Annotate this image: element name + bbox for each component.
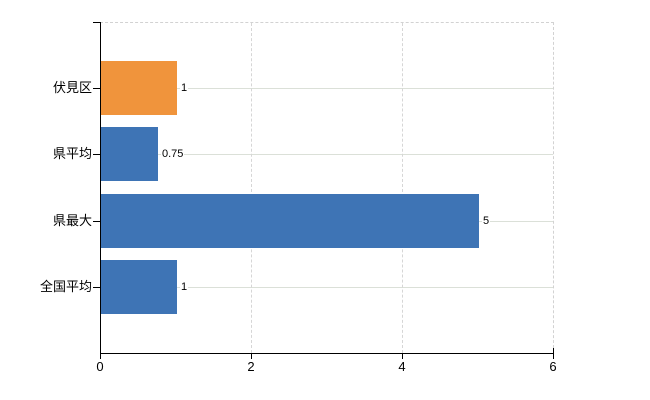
x-axis-tick-label: 4 [398,359,406,374]
bar-value-label: 5 [482,214,491,228]
x-axis-tick-label: 2 [247,359,255,374]
bar [101,194,479,248]
bar-value-label: 0.75 [161,147,185,161]
y-axis-category-label: 県平均 [52,146,92,161]
y-axis-category-label: 全国平均 [39,279,92,294]
y-axis-end-tick [93,22,100,23]
x-axis-line [100,353,554,354]
bar [101,127,158,181]
gridline-vertical [251,23,252,353]
bar-value-label: 1 [180,81,189,95]
x-axis-tick [251,354,252,359]
y-axis-tick [93,287,100,288]
y-axis-category-label: 県最大 [52,213,92,228]
x-axis-end-tick [553,348,554,353]
x-axis-tick [553,354,554,359]
x-axis-tick-label: 6 [549,359,557,374]
y-axis-line [100,22,101,359]
y-axis-category-label: 伏見区 [52,80,92,95]
plot-border-top [100,22,554,23]
bar [101,260,177,314]
plot-border-right [553,22,554,353]
gridline-horizontal [101,88,553,89]
y-axis-tick [93,88,100,89]
gridline-horizontal [101,287,553,288]
x-axis-tick [402,354,403,359]
x-axis-tick-label: 0 [96,359,104,374]
y-axis-tick [93,221,100,222]
y-axis-tick [93,154,100,155]
bar [101,61,177,115]
bar-value-label: 1 [180,280,189,294]
gridline-horizontal [101,154,553,155]
gridline-vertical [402,23,403,353]
